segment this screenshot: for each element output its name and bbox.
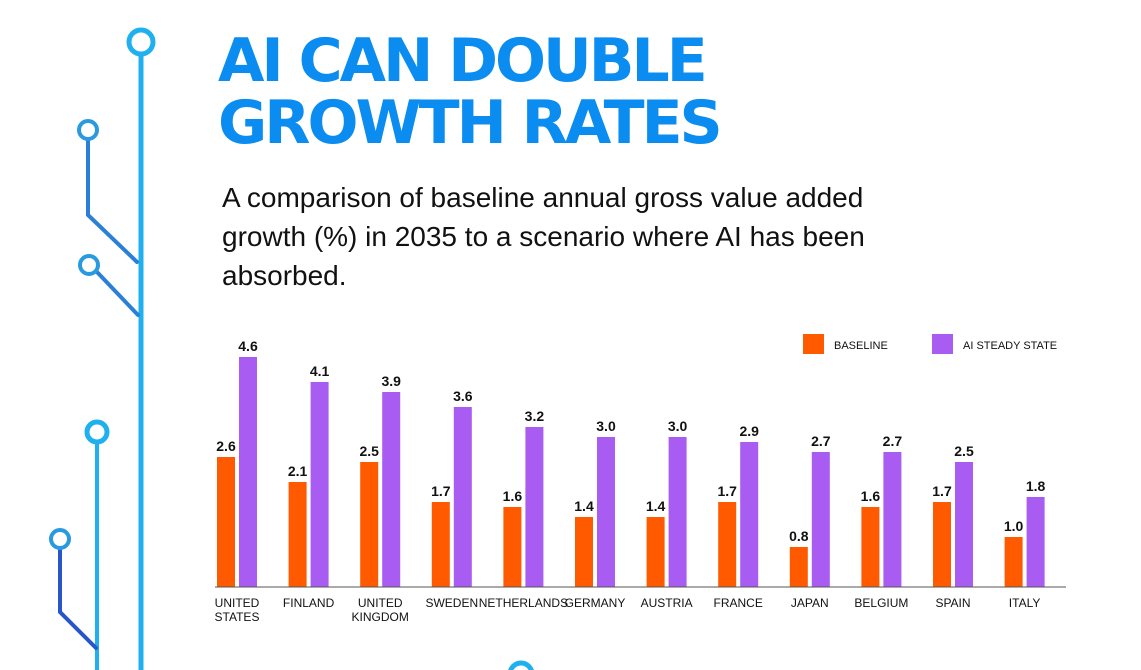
category-label: SPAIN [935, 596, 970, 610]
baseline-bar [789, 547, 808, 587]
category-label: UNITED [215, 596, 260, 610]
baseline-bar [646, 517, 665, 587]
category-label: UNITED [358, 596, 403, 610]
ai-steady-state-bar [453, 407, 472, 587]
baseline-bar [360, 462, 379, 587]
category-label: SWEDEN [425, 596, 478, 610]
circuit-node [508, 660, 534, 670]
data-label: 2.5 [359, 443, 379, 459]
ai-steady-state-bar [310, 382, 329, 587]
category-label: JAPAN [791, 596, 829, 610]
data-label: 1.4 [646, 498, 666, 514]
ai-steady-state-bar [955, 462, 973, 587]
ai-steady-state-bar [382, 392, 401, 587]
ai-steady-state-bar [740, 442, 759, 587]
circuit-node [126, 27, 156, 57]
circuit-trace [86, 136, 139, 264]
baseline-bar [288, 482, 307, 587]
baseline-bar [933, 502, 951, 587]
ai-steady-state-bar [883, 452, 902, 587]
data-label: 3.0 [668, 418, 688, 434]
ai-steady-state-bar [597, 437, 615, 587]
category-label: ITALY [1009, 596, 1041, 610]
data-label: 2.7 [811, 433, 831, 449]
ai-steady-state-bar [811, 452, 830, 587]
baseline-bar [431, 502, 450, 587]
data-label: 1.7 [717, 483, 737, 499]
baseline-bar [1004, 537, 1023, 587]
data-label: 3.6 [453, 388, 473, 404]
category-label: FRANCE [714, 596, 763, 610]
circuit-node [84, 419, 110, 445]
baseline-bar [503, 507, 522, 587]
baseline-bar [861, 507, 880, 587]
data-label: 2.7 [883, 433, 903, 449]
circuit-trace [95, 270, 140, 317]
baseline-bar [575, 517, 593, 587]
category-label: STATES [215, 610, 260, 624]
data-label: 1.0 [1004, 518, 1024, 534]
circuit-node [49, 528, 71, 550]
ai-steady-state-bar [525, 427, 544, 587]
legend-label: AI STEADY STATE [963, 340, 1057, 352]
circuit-trace [58, 546, 98, 650]
category-label: NETHERLANDS [479, 596, 568, 610]
circuit-node [78, 254, 100, 276]
data-label: 4.1 [310, 363, 330, 379]
data-label: 1.4 [574, 498, 594, 514]
data-label: 1.7 [932, 483, 952, 499]
data-label: 2.9 [739, 423, 759, 439]
data-label: 3.0 [596, 418, 616, 434]
data-label: 3.9 [381, 373, 401, 389]
data-label: 1.8 [1026, 478, 1046, 494]
ai-steady-state-bar [239, 357, 257, 587]
category-label: FINLAND [283, 596, 335, 610]
data-label: 3.2 [525, 408, 545, 424]
baseline-bar [217, 457, 235, 587]
legend-swatch-ai [932, 334, 953, 354]
ai-steady-state-bar [668, 437, 687, 587]
legend-swatch-baseline [803, 334, 824, 354]
page-subtitle: A comparison of baseline annual gross va… [222, 182, 865, 291]
data-label: 2.1 [288, 463, 308, 479]
circuit-node [77, 119, 99, 141]
data-label: 2.6 [216, 438, 236, 454]
data-label: 1.6 [861, 488, 881, 504]
data-label: 1.6 [503, 488, 523, 504]
data-label: 1.7 [431, 483, 451, 499]
category-label: KINGDOM [352, 610, 409, 624]
ai-steady-state-bar [1026, 497, 1045, 587]
data-label: 4.6 [238, 338, 258, 354]
data-label: 0.8 [789, 528, 809, 544]
page-title: AI CAN DOUBLE GROWTH RATES [218, 26, 723, 158]
category-label: GERMANY [565, 596, 626, 610]
category-label: BELGIUM [854, 596, 908, 610]
baseline-bar [718, 502, 737, 587]
legend-label: BASELINE [834, 340, 888, 352]
data-label: 2.5 [954, 443, 974, 459]
category-label: AUSTRIA [641, 596, 693, 610]
